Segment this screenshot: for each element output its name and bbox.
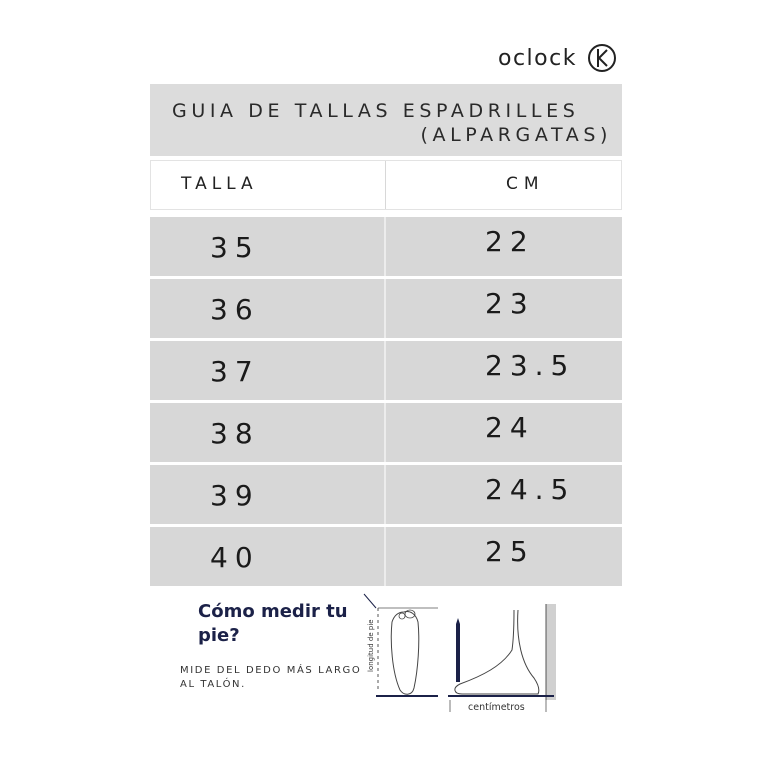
table-title-line2: (ALPARGATAS) xyxy=(420,124,612,146)
oclock-k-logo-icon xyxy=(587,44,616,72)
table-body: 35 22 36 23 37 23.5 38 24 39 24.5 40 25 xyxy=(150,217,622,589)
table-header-row: TALLA CM xyxy=(150,160,622,210)
column-divider xyxy=(384,403,386,462)
cm-cell: 25 xyxy=(485,535,535,568)
table-row: 36 23 xyxy=(150,279,622,338)
foot-side-view-icon xyxy=(448,604,556,712)
size-cell: 40 xyxy=(210,541,260,574)
size-cell: 37 xyxy=(210,355,260,388)
table-row: 37 23.5 xyxy=(150,341,622,400)
brand: oclock xyxy=(498,40,617,76)
size-cell: 35 xyxy=(210,231,260,264)
column-divider xyxy=(385,161,386,209)
column-divider xyxy=(384,279,386,338)
how-to-measure-section: Cómo medir tu pie? MIDE DEL DEDO MÁS LAR… xyxy=(150,592,622,732)
cm-cell: 24.5 xyxy=(485,473,576,506)
cm-cell: 24 xyxy=(485,411,535,444)
column-divider xyxy=(384,217,386,276)
table-row: 39 24.5 xyxy=(150,465,622,524)
size-cell: 38 xyxy=(210,417,260,450)
table-row: 38 24 xyxy=(150,403,622,462)
column-divider xyxy=(384,465,386,524)
table-title-line1: GUIA DE TALLAS ESPADRILLES xyxy=(172,100,580,122)
centimeters-label: centímetros xyxy=(468,702,525,713)
table-row: 40 25 xyxy=(150,527,622,586)
table-title: GUIA DE TALLAS ESPADRILLES (ALPARGATAS) xyxy=(150,84,622,156)
table-row: 35 22 xyxy=(150,217,622,276)
header-cm: CM xyxy=(506,174,545,194)
column-divider xyxy=(384,341,386,400)
column-divider xyxy=(384,527,386,586)
size-cell: 36 xyxy=(210,293,260,326)
cm-cell: 23 xyxy=(485,287,535,320)
cm-cell: 23.5 xyxy=(485,349,576,382)
foot-top-view-icon: longitud de pie xyxy=(363,593,438,697)
cm-cell: 22 xyxy=(485,225,535,258)
foot-length-label: longitud de pie xyxy=(367,619,375,672)
howto-title: Cómo medir tu pie? xyxy=(198,601,348,646)
howto-description: MIDE DEL DEDO MÁS LARGO AL TALÓN. xyxy=(180,665,362,690)
header-size: TALLA xyxy=(181,174,258,194)
size-cell: 39 xyxy=(210,479,260,512)
size-guide-table: GUIA DE TALLAS ESPADRILLES (ALPARGATAS) … xyxy=(150,84,622,586)
brand-name: oclock xyxy=(498,45,577,71)
